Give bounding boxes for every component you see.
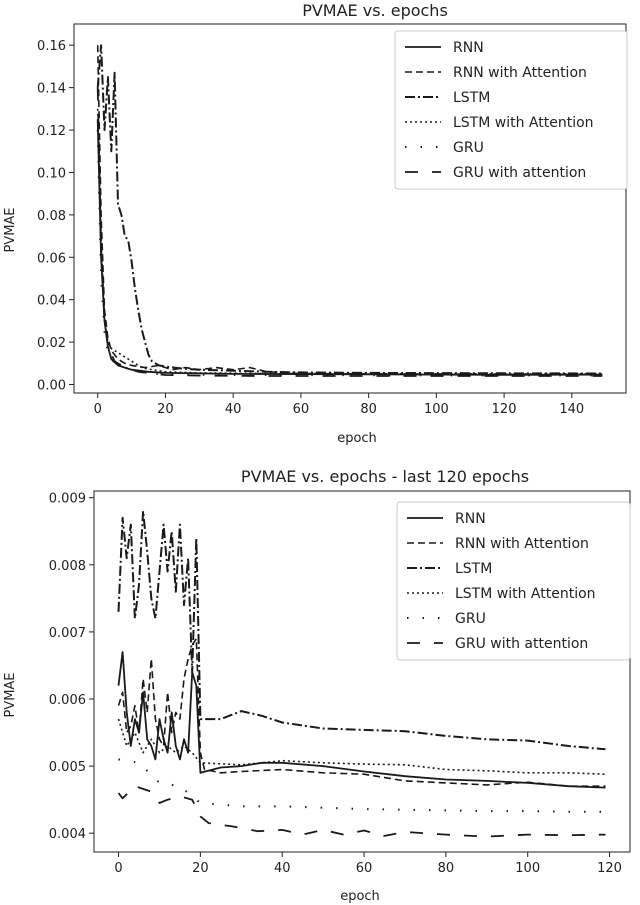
x-tick-label: 80	[360, 402, 377, 417]
y-tick-label: 0.005	[49, 760, 86, 775]
y-tick-label: 0.007	[49, 626, 86, 641]
x-axis-label: epoch	[337, 431, 377, 446]
y-tick-label: 0.008	[49, 559, 86, 574]
legend-box	[396, 501, 631, 661]
y-tick-label: 0.10	[37, 166, 66, 181]
x-tick-label: 120	[492, 402, 517, 417]
y-tick-label: 0.02	[37, 336, 66, 351]
x-tick-label: 40	[274, 861, 291, 876]
x-tick-label: 20	[192, 861, 209, 876]
chart-title: PVMAE vs. epochs - last 120 epochs	[241, 467, 529, 486]
legend-label: RNN	[453, 40, 484, 56]
legend-label: GRU	[455, 611, 486, 627]
legend-label: LSTM	[455, 561, 492, 577]
legend-box	[394, 30, 628, 190]
plot-area: 0 20 40 60 80 100 120 0.004 0.005 0.006 0.007 0.008…	[49, 490, 631, 876]
x-tick-label: 100	[424, 402, 449, 417]
legend-label: LSTM	[453, 90, 490, 106]
y-tick-label: 0.006	[49, 693, 86, 708]
x-tick-label: 140	[559, 402, 584, 417]
legend-label: GRU	[453, 140, 484, 156]
y-tick-label: 0.04	[37, 294, 66, 309]
x-tick-label: 0	[114, 861, 122, 876]
chart-bottom: PVMAE vs. epochs - last 120 epochs epoch…	[3, 467, 631, 904]
y-axis-label: PVMAE	[3, 207, 18, 252]
y-tick-label: 0.14	[37, 82, 66, 97]
plot-area: 0 20 40 60 80 100 120 140 0.00 0.02 0.04 0.06 0.08 0.…	[37, 23, 628, 417]
y-tick-label: 0.00	[37, 379, 66, 394]
x-tick-label: 0	[94, 402, 102, 417]
legend-label: RNN with Attention	[453, 65, 587, 81]
y-tick-label: 0.004	[49, 827, 86, 842]
series-line-lstm-with-attention	[117, 718, 606, 775]
y-tick-label: 0.16	[37, 39, 66, 54]
series-line-lstm	[96, 44, 603, 375]
legend-label: GRU with attention	[455, 636, 588, 652]
x-axis-label: epoch	[340, 889, 380, 904]
series-line-lstm	[117, 510, 606, 751]
series-line-gru-with-attention	[96, 87, 603, 377]
legend-label: LSTM with Attention	[453, 115, 594, 131]
series-line-lstm-with-attention	[96, 108, 603, 375]
y-tick-label: 0.06	[37, 251, 66, 266]
x-tick-label: 20	[157, 402, 174, 417]
y-tick-label: 0.08	[37, 209, 66, 224]
chart-title: PVMAE vs. epochs	[302, 1, 448, 20]
legend-label: GRU with attention	[453, 165, 586, 181]
x-tick-label: 40	[225, 402, 242, 417]
axes-frame	[93, 490, 631, 853]
y-tick-label: 0.009	[49, 492, 86, 507]
y-tick-label: 0.12	[37, 124, 66, 139]
x-tick-label: 80	[438, 861, 455, 876]
axes-frame	[73, 23, 627, 394]
legend-label: RNN with Attention	[455, 536, 589, 552]
legend-label: LSTM with Attention	[455, 586, 596, 602]
y-axis-label: PVMAE	[3, 672, 18, 717]
x-tick-label: 120	[597, 861, 622, 876]
x-tick-label: 100	[515, 861, 540, 876]
legend-label: RNN	[455, 511, 486, 527]
chart-top: PVMAE vs. epochs epoch PVMAE 0 20 40 60 80 10…	[3, 1, 628, 446]
x-tick-label: 60	[356, 861, 373, 876]
x-tick-label: 60	[293, 402, 310, 417]
